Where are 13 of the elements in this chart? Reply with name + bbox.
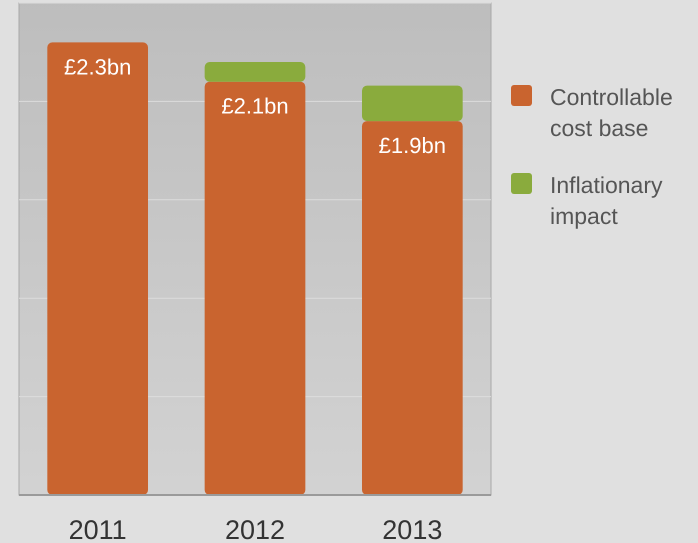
- x-tick-label: 2012: [224, 515, 286, 543]
- legend-label: Controllable cost base: [550, 84, 673, 141]
- data-label: £2.3bn: [64, 54, 132, 80]
- x-tick-label: 2013: [382, 515, 442, 543]
- bar: [204, 62, 306, 82]
- bar: [362, 121, 463, 495]
- data-label: £2.1bn: [221, 94, 289, 119]
- bar: [204, 82, 306, 495]
- data-label: £1.9bn: [378, 133, 446, 158]
- x-tick-label: 2011: [68, 515, 127, 543]
- bar: [362, 86, 463, 122]
- bar: [47, 42, 148, 495]
- legend-label: Inflationary impact: [550, 172, 664, 229]
